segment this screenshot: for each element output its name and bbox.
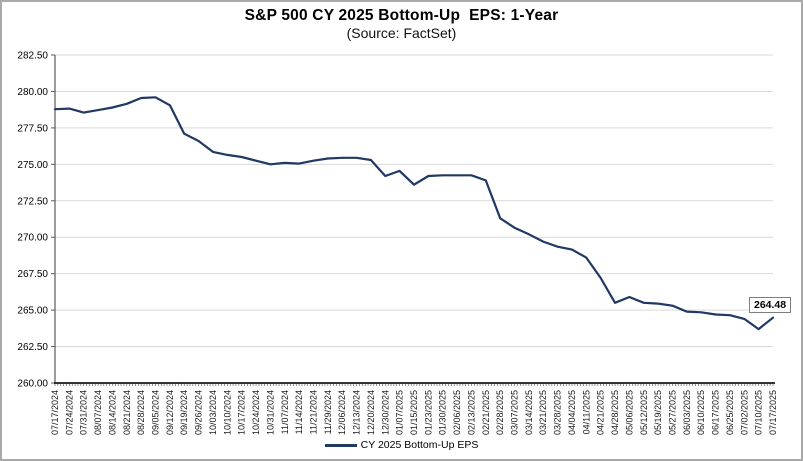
y-axis-label: 270.00 [17, 233, 48, 244]
x-axis-label: 04/04/2025 [567, 390, 577, 435]
x-axis-label: 08/21/2024 [122, 390, 132, 435]
x-axis-label: 05/27/2025 [667, 390, 677, 435]
x-axis-label: 10/03/2024 [208, 390, 218, 435]
legend-line-swatch [324, 443, 357, 447]
x-axis-label: 09/26/2024 [194, 390, 204, 435]
x-axis-label: 07/31/2024 [79, 390, 89, 435]
chart-subtitle: (Source: FactSet) [346, 25, 457, 41]
x-axis-label: 10/24/2024 [251, 390, 261, 435]
x-axis-label: 12/30/2024 [380, 390, 390, 435]
x-axis-label: 02/21/2025 [481, 390, 491, 435]
x-axis-label: 11/29/2024 [323, 390, 333, 434]
x-axis-label: 01/07/2025 [395, 390, 405, 435]
x-axis-label: 11/14/2024 [294, 390, 304, 434]
x-axis-label: 10/17/2024 [237, 390, 247, 435]
y-axis-label: 260.00 [17, 379, 48, 390]
y-axis-label: 272.50 [17, 196, 48, 207]
x-axis-label: 10/31/2024 [265, 390, 275, 435]
x-axis-label: 12/06/2024 [337, 390, 347, 435]
x-axis-label: 03/07/2025 [510, 390, 520, 435]
legend: CY 2025 Bottom-Up EPS [2, 439, 801, 451]
x-axis-label: 07/17/2025 [768, 390, 778, 435]
x-axis-label: 07/24/2024 [64, 390, 74, 435]
chart-title: S&P 500 CY 2025 Bottom-Up EPS: 1-Year [244, 7, 559, 24]
x-axis-label: 01/30/2025 [438, 390, 448, 435]
y-axis-label: 267.50 [17, 269, 48, 280]
y-axis-label: 277.50 [17, 123, 48, 134]
x-axis-label: 10/10/2024 [222, 390, 232, 435]
x-axis-label: 12/20/2024 [366, 390, 376, 435]
x-axis-label: 08/28/2024 [136, 390, 146, 435]
x-axis-label: 01/23/2025 [423, 390, 433, 435]
x-axis-label: 06/25/2025 [725, 390, 735, 435]
legend-label: CY 2025 Bottom-Up EPS [360, 439, 479, 451]
x-axis-label: 07/02/2025 [739, 390, 749, 435]
x-axis-label: 09/19/2024 [179, 390, 189, 435]
x-axis-label: 02/28/2025 [495, 390, 505, 435]
x-axis-label: 07/17/2024 [50, 390, 60, 435]
x-axis-label: 08/14/2024 [107, 390, 117, 435]
y-axis-label: 275.00 [17, 160, 48, 171]
x-axis-label: 11/07/2024 [280, 390, 290, 434]
x-axis-label: 04/21/2025 [596, 390, 606, 435]
x-axis-label: 04/28/2025 [610, 390, 620, 435]
x-axis-label: 07/10/2025 [754, 390, 764, 435]
eps-line [53, 96, 775, 331]
x-axis-label: 02/06/2025 [452, 390, 462, 435]
y-axis-label: 282.50 [17, 51, 48, 62]
y-axis-label: 280.00 [17, 87, 48, 98]
x-axis-label: 12/13/2024 [352, 390, 362, 435]
x-axis-label: 06/17/2025 [711, 390, 721, 435]
x-axis-label: 05/06/2025 [624, 390, 634, 435]
x-axis-label: 02/13/2025 [466, 390, 476, 435]
y-axis-label: 262.50 [17, 342, 48, 353]
x-axis-label: 03/21/2025 [538, 390, 548, 435]
x-axis-label: 04/11/2025 [581, 390, 591, 434]
x-axis-label: 01/15/2025 [409, 390, 419, 435]
x-axis-label: 03/14/2025 [524, 390, 534, 435]
x-axis-label: 05/19/2025 [653, 390, 663, 435]
x-axis-label: 05/12/2025 [639, 390, 649, 435]
x-axis-label: 06/03/2025 [682, 390, 692, 435]
last-value-label: 264.48 [749, 297, 792, 313]
x-axis-label: 03/28/2025 [553, 390, 563, 435]
x-axis-label: 06/10/2025 [696, 390, 706, 435]
x-axis-label: 08/07/2024 [93, 390, 103, 435]
y-axis-label: 265.00 [17, 306, 48, 317]
x-axis-label: 11/21/2024 [308, 390, 318, 434]
x-axis-label: 09/12/2024 [165, 390, 175, 435]
x-axis-label: 09/05/2024 [151, 390, 161, 435]
